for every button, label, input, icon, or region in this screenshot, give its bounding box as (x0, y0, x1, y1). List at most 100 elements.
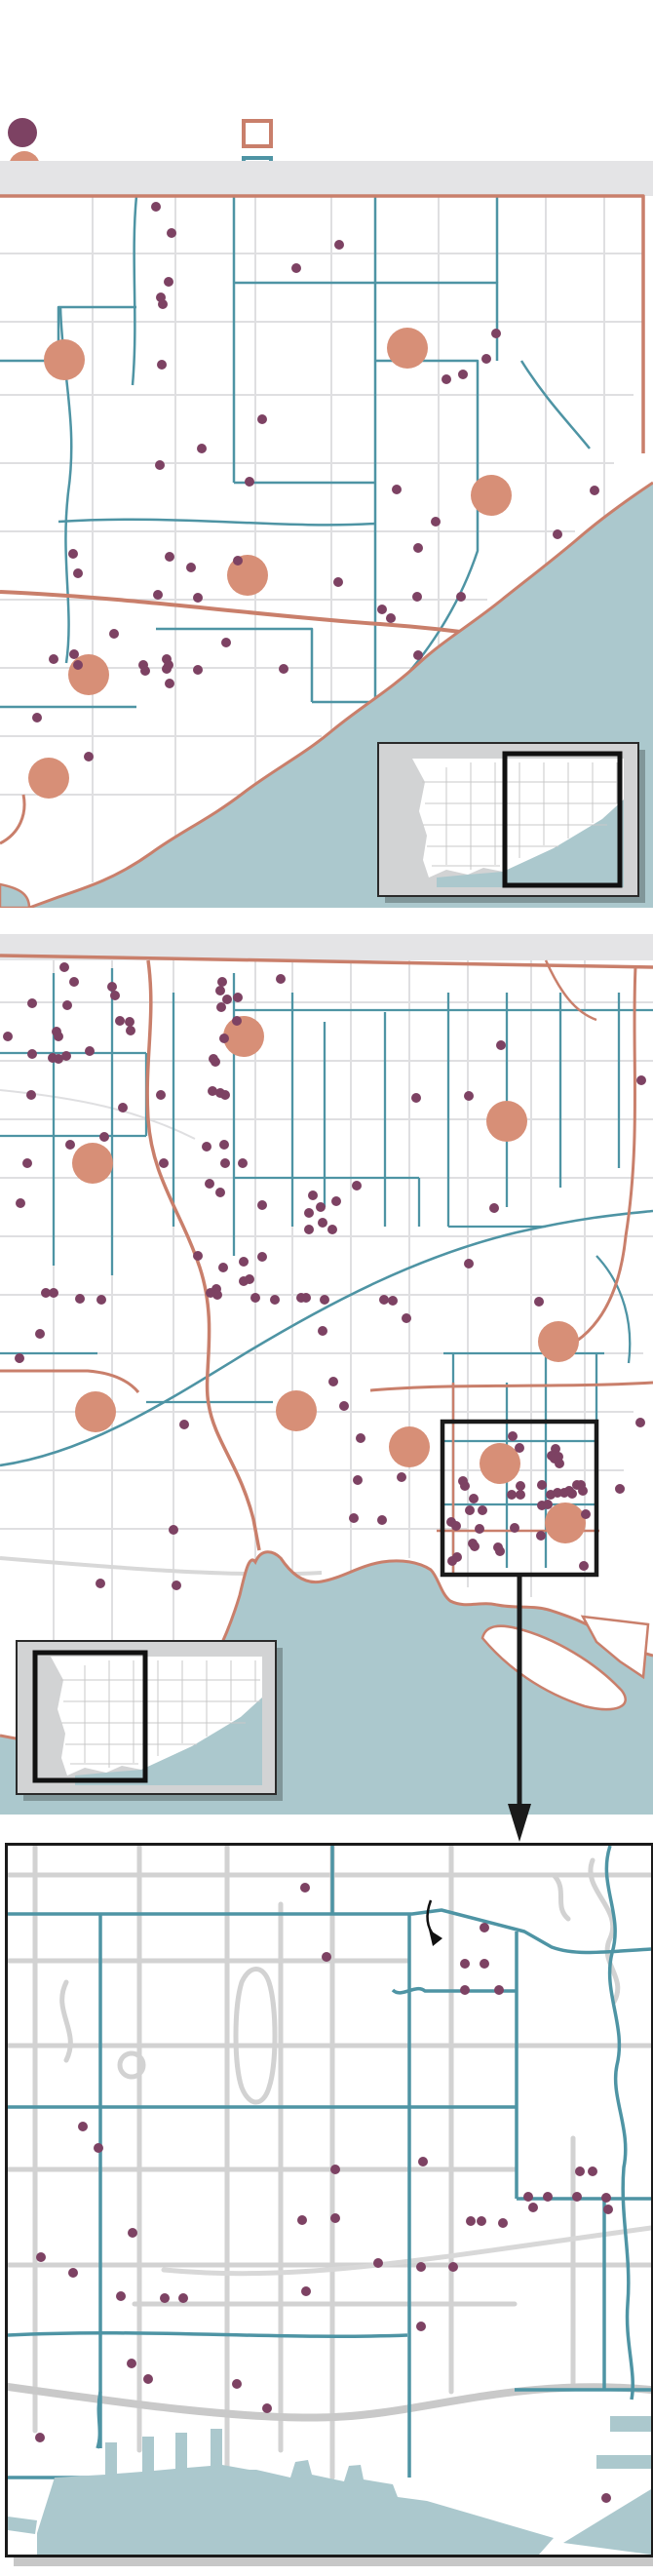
annotation-arrow (426, 1899, 442, 1946)
dot-marker (153, 590, 163, 600)
large-circle-marker (545, 1503, 586, 1543)
dot-marker (250, 1293, 260, 1303)
dot-marker (416, 2262, 426, 2272)
dot-marker (588, 2166, 597, 2176)
dot-marker (553, 1488, 562, 1498)
dot-marker (590, 486, 599, 495)
dot-marker (65, 1140, 75, 1150)
dot-marker (373, 2258, 383, 2268)
dot-marker (115, 1016, 125, 1026)
dot-marker (567, 1489, 577, 1499)
dot-marker (245, 1274, 254, 1284)
arrowhead (508, 1804, 531, 1842)
dot-marker (118, 1103, 128, 1112)
large-circle-marker (72, 1143, 113, 1184)
minor-roads (0, 196, 643, 882)
dot-marker (116, 2291, 126, 2301)
dot-marker (233, 556, 243, 566)
dot-marker (215, 986, 225, 995)
dot-marker (35, 1329, 45, 1339)
dot-marker (54, 1032, 63, 1041)
dot-marker (49, 1288, 58, 1298)
don-river (604, 1846, 634, 2400)
dot-marker (257, 414, 267, 424)
dot-marker (270, 1295, 280, 1305)
dot-marker (494, 1985, 504, 1995)
dot-marker (69, 977, 79, 987)
dot-marker (330, 2213, 340, 2223)
port-lands (580, 1615, 650, 1680)
dot-marker (460, 1959, 470, 1969)
dot-marker (308, 1190, 318, 1200)
dot-marker (481, 354, 491, 364)
dot-marker (126, 1026, 135, 1035)
dot-marker (143, 2374, 153, 2384)
dot-marker (193, 1251, 203, 1261)
dot-marker (322, 1952, 331, 1962)
dot-marker (94, 2143, 103, 2153)
dot-marker (96, 1295, 106, 1305)
dot-marker (579, 1561, 589, 1571)
dot-marker (581, 1509, 591, 1519)
dot-marker (68, 549, 78, 559)
dot-marker (601, 2193, 611, 2203)
dot-marker (197, 444, 207, 453)
dot-marker (96, 1579, 105, 1588)
dot-marker (379, 1295, 389, 1305)
inset-view-rectangle (502, 751, 623, 888)
annotation-arrowhead (429, 1930, 442, 1946)
dot-marker (301, 2286, 311, 2296)
dot-marker (221, 638, 231, 647)
large-circle-marker (75, 1391, 116, 1432)
dot-marker (218, 1263, 228, 1272)
dot-marker (75, 1294, 85, 1304)
dot-markers (35, 1883, 613, 2503)
dot-marker (165, 679, 174, 688)
large-circle-marker (538, 1321, 579, 1362)
dot-marker (85, 1046, 95, 1056)
dot-markers (3, 962, 646, 1661)
dot-marker (172, 1581, 181, 1590)
dot-marker (543, 2192, 553, 2202)
dot-marker (276, 974, 286, 984)
dot-marker (128, 2228, 137, 2238)
large-circle-marker (471, 475, 512, 516)
dot-marker (413, 650, 423, 660)
dot-marker (167, 228, 176, 238)
dot-marker (211, 1057, 220, 1067)
dot-marker (217, 977, 227, 987)
large-circle-marker (486, 1101, 527, 1142)
dot-marker (155, 460, 165, 470)
rail-corridor (161, 2225, 651, 2277)
dot-marker (206, 1288, 215, 1298)
dot-marker (480, 1959, 489, 1969)
dot-marker (279, 664, 288, 674)
dot-marker (516, 1490, 525, 1500)
dot-marker (49, 654, 58, 664)
dot-marker (495, 1546, 505, 1556)
dot-marker (107, 982, 117, 992)
dot-marker (41, 1288, 51, 1298)
harbour-water (8, 2416, 651, 2555)
dot-marker (555, 1459, 564, 1468)
dot-marker (377, 605, 387, 614)
dot-marker (418, 2157, 428, 2166)
large-circle-markers (28, 328, 512, 799)
dot-marker (78, 2122, 88, 2131)
dot-marker (316, 1202, 326, 1212)
dot-marker (140, 666, 150, 676)
legend-small-dot-swatch (8, 118, 37, 147)
dot-marker (603, 2205, 613, 2214)
dot-marker (193, 665, 203, 675)
dot-marker (84, 752, 94, 761)
dot-marker (411, 1093, 421, 1103)
dot-marker (304, 1225, 314, 1234)
large-circle-marker (387, 328, 428, 369)
dot-marker (215, 1188, 225, 1197)
dot-marker (442, 374, 451, 384)
dot-marker (601, 2493, 611, 2503)
dot-marker (110, 991, 120, 1000)
dot-marker (489, 1203, 499, 1213)
dot-marker (232, 1016, 242, 1026)
city-boundary-orange (0, 954, 653, 1573)
